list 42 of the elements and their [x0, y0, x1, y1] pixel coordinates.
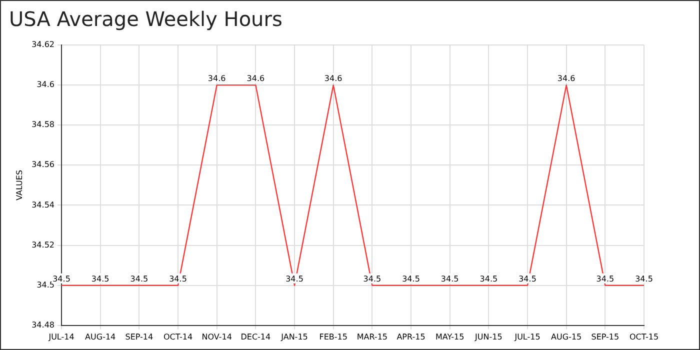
y-tick-label: 34.56 — [32, 160, 54, 170]
data-label: 34.5 — [52, 274, 70, 284]
x-tick-label: OCT-14 — [163, 332, 193, 342]
data-label: 34.6 — [324, 74, 342, 84]
x-tick-label: AUG-14 — [85, 332, 116, 342]
data-label: 34.6 — [557, 74, 576, 84]
x-tick-label: JUL-15 — [514, 332, 540, 342]
y-tick-label: 34.58 — [32, 120, 54, 130]
data-label: 34.5 — [363, 274, 382, 284]
x-tick-label: SEP-15 — [591, 332, 620, 342]
chart-title: USA Average Weekly Hours — [9, 7, 282, 31]
x-tick-label: MAY-15 — [435, 332, 464, 342]
y-axis-title: VALUES — [14, 170, 24, 200]
x-tick-label: DEC-14 — [240, 332, 271, 342]
data-label: 34.5 — [130, 274, 148, 284]
y-tick-label: 34.54 — [32, 200, 54, 210]
data-label: 34.5 — [402, 274, 420, 284]
data-label: 34.5 — [635, 274, 653, 284]
data-label: 34.5 — [169, 274, 187, 284]
y-tick-label: 34.62 — [32, 40, 54, 50]
data-label: 34.5 — [480, 274, 498, 284]
data-label: 34.5 — [596, 274, 614, 284]
x-tick-label: AUG-15 — [551, 332, 582, 342]
data-label: 34.5 — [91, 274, 110, 284]
x-tick-label: APR-15 — [396, 332, 426, 342]
data-label: 34.5 — [440, 274, 459, 284]
x-tick-label: SEP-14 — [125, 332, 154, 342]
data-label: 34.6 — [208, 74, 226, 84]
y-tick-label: 34.6 — [36, 80, 54, 90]
y-tick-label: 34.52 — [32, 240, 54, 250]
y-tick-label: 34.5 — [36, 280, 54, 290]
x-tick-label: NOV-14 — [202, 332, 232, 342]
x-tick-label: MAR-15 — [356, 332, 388, 342]
x-tick-label: FEB-15 — [319, 332, 348, 342]
data-label: 34.5 — [286, 274, 304, 284]
x-tick-label: OCT-15 — [629, 332, 659, 342]
y-tick-label: 34.48 — [32, 320, 54, 330]
x-tick-label: JUN-15 — [474, 332, 502, 342]
x-tick-label: JUL-14 — [48, 332, 74, 342]
data-label: 34.5 — [518, 274, 536, 284]
x-tick-label: JAN-15 — [280, 332, 308, 342]
data-label: 34.6 — [246, 74, 265, 84]
